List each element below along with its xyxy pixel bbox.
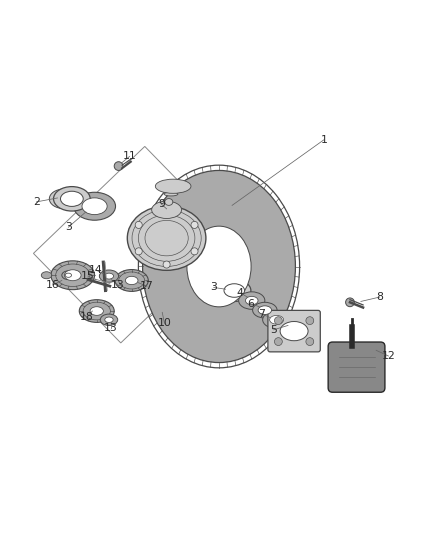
Ellipse shape — [64, 270, 81, 281]
Circle shape — [135, 221, 142, 229]
Ellipse shape — [127, 206, 206, 270]
FancyBboxPatch shape — [328, 342, 385, 392]
Text: 3: 3 — [65, 222, 72, 232]
Circle shape — [191, 248, 198, 255]
Ellipse shape — [218, 280, 251, 302]
Text: 9: 9 — [158, 199, 165, 209]
Text: 13: 13 — [111, 280, 124, 290]
Text: 1: 1 — [320, 135, 327, 145]
Text: 10: 10 — [158, 318, 171, 328]
Ellipse shape — [51, 261, 95, 289]
Ellipse shape — [82, 198, 107, 215]
Circle shape — [163, 261, 170, 268]
Circle shape — [114, 161, 123, 171]
Ellipse shape — [165, 199, 173, 205]
Text: 15: 15 — [81, 271, 95, 281]
Ellipse shape — [152, 201, 181, 219]
Text: 4: 4 — [237, 288, 244, 298]
Text: 7: 7 — [258, 309, 265, 319]
Text: 14: 14 — [89, 265, 103, 275]
Text: 6: 6 — [247, 298, 254, 309]
Circle shape — [275, 317, 283, 325]
Text: 11: 11 — [123, 151, 136, 161]
Text: 17: 17 — [140, 281, 154, 291]
Ellipse shape — [224, 284, 244, 297]
Circle shape — [275, 338, 283, 345]
Ellipse shape — [115, 270, 148, 292]
Ellipse shape — [62, 271, 75, 280]
Ellipse shape — [79, 300, 114, 322]
Circle shape — [191, 221, 198, 229]
Ellipse shape — [125, 276, 138, 285]
Ellipse shape — [100, 314, 118, 326]
Ellipse shape — [280, 321, 308, 341]
Ellipse shape — [245, 296, 258, 305]
FancyBboxPatch shape — [268, 310, 320, 352]
Ellipse shape — [155, 179, 191, 193]
Circle shape — [306, 338, 314, 345]
Ellipse shape — [253, 302, 277, 318]
Circle shape — [306, 317, 314, 325]
Ellipse shape — [164, 192, 178, 196]
Ellipse shape — [74, 192, 116, 220]
Text: 16: 16 — [46, 280, 60, 290]
Text: 2: 2 — [33, 197, 40, 207]
Text: 8: 8 — [376, 292, 383, 302]
Ellipse shape — [90, 306, 103, 316]
Ellipse shape — [99, 270, 119, 282]
Circle shape — [346, 298, 354, 306]
Ellipse shape — [187, 226, 251, 307]
Ellipse shape — [239, 292, 265, 309]
Text: 18: 18 — [80, 312, 94, 322]
Ellipse shape — [258, 306, 272, 314]
Ellipse shape — [104, 273, 113, 279]
Text: 5: 5 — [270, 325, 277, 335]
Ellipse shape — [53, 187, 90, 211]
Ellipse shape — [263, 311, 290, 328]
Ellipse shape — [49, 189, 79, 208]
Circle shape — [135, 248, 142, 255]
Text: 13: 13 — [104, 324, 117, 334]
Text: 12: 12 — [381, 351, 395, 361]
Ellipse shape — [270, 316, 284, 324]
Circle shape — [163, 208, 170, 215]
Ellipse shape — [143, 171, 295, 362]
Ellipse shape — [41, 272, 52, 279]
Ellipse shape — [60, 191, 83, 206]
Ellipse shape — [65, 273, 71, 277]
Text: 3: 3 — [210, 282, 217, 293]
Ellipse shape — [105, 317, 113, 322]
